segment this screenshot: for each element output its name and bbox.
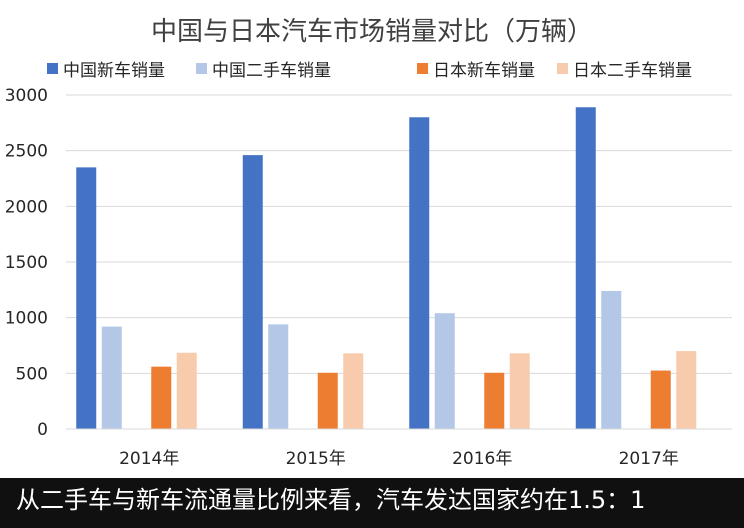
bar-1-2017年 [575,107,596,429]
legend-label: 中国新车销量 [63,61,165,81]
legend: 中国新车销量 中国二手车销量 日本新车销量 日本二手车销量 [47,61,692,81]
bar-4-2016年 [509,353,530,429]
legend-label: 中国二手车销量 [212,61,331,81]
y-tick-label: 1000 [5,309,48,329]
bar-1-2015年 [242,155,263,429]
bar-3-2016年 [484,372,505,429]
caption-text-line-1: 从二手车与新车流通量比例来看，汽车发达国家约在1.5：1 [16,486,646,514]
x-tick-label: 2014年 [119,449,179,469]
gridlines [66,94,732,374]
bar-2-2017年 [601,290,622,429]
chart-title: 中国与日本汽车市场销量对比（万辆） [151,17,593,47]
legend-swatch [557,63,568,74]
bar-3-2015年 [317,372,338,429]
y-tick-label: 1500 [5,253,48,273]
legend-swatch [196,63,207,74]
y-tick-label: 0 [37,420,48,440]
bar-2-2015年 [268,324,289,429]
y-tick-label: 500 [16,364,48,384]
legend-label: 日本二手车销量 [573,61,692,81]
chart: 中国与日本汽车市场销量对比（万辆） 中国新车销量 中国二手车销量 日本新车销量 日本二… [5,17,732,469]
y-axis: 0 500 1000 1500 2000 2500 3000 [5,86,48,440]
bar-4-2017年 [676,351,697,429]
bars [76,107,697,430]
bar-2-2014年 [101,326,122,429]
legend-swatch [417,63,428,74]
y-tick-label: 2500 [5,142,48,162]
x-axis: 2014年 2015年 2016年 2017年 [66,428,732,469]
y-tick-label: 3000 [5,86,48,106]
bar-3-2014年 [151,366,172,429]
x-tick-label: 2016年 [452,449,512,469]
bar-3-2017年 [650,370,671,429]
bar-2-2016年 [434,313,455,429]
y-tick-label: 2000 [5,197,48,217]
bar-1-2014年 [76,167,97,429]
caption-banner: 从二手车与新车流通量比例来看，汽车发达国家约在1.5：1 [0,478,744,528]
legend-swatch [47,63,58,74]
bar-1-2016年 [409,117,430,430]
x-tick-label: 2015年 [286,449,346,469]
bar-4-2015年 [343,353,364,429]
legend-label: 日本新车销量 [433,61,535,81]
bar-4-2014年 [176,352,197,429]
x-tick-label: 2017年 [619,449,679,469]
